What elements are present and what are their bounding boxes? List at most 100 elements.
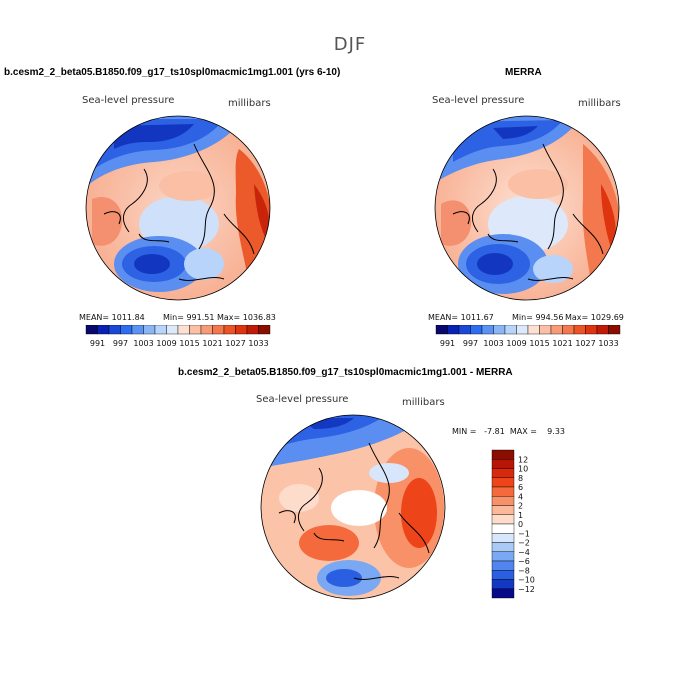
- colorbar-swatch: [491, 523, 515, 534]
- colorbar-tick-label: −4: [518, 548, 530, 557]
- panel-1-map: [85, 115, 271, 301]
- colorbar-tick-label: 1021: [552, 339, 572, 348]
- panel-1-min-stat: Min= 991.51: [163, 313, 215, 322]
- colorbar-tick-label: −12: [518, 585, 535, 594]
- colorbar-swatch: [166, 325, 179, 335]
- colorbar-swatch: [527, 325, 540, 335]
- colorbar-swatch: [491, 542, 515, 552]
- colorbar-swatch: [177, 325, 190, 335]
- colorbar-swatch: [491, 496, 515, 506]
- panel-2-units-label: millibars: [578, 98, 621, 109]
- colorbar-swatch: [539, 325, 552, 335]
- colorbar-swatch: [470, 325, 483, 335]
- colorbar-tick-label: −6: [518, 557, 530, 566]
- colorbar-swatch: [493, 325, 506, 335]
- colorbar-tick-label: 4: [518, 492, 523, 501]
- colorbar-swatch: [491, 570, 515, 580]
- colorbar-tick-label: 1015: [179, 339, 199, 348]
- colorbar-swatch: [212, 325, 225, 335]
- colorbar-swatch: [235, 325, 248, 335]
- colorbar-tick-label: 1009: [506, 339, 526, 348]
- colorbar-swatch: [491, 468, 515, 478]
- colorbar-tick-label: 1003: [483, 339, 503, 348]
- colorbar-swatch: [585, 325, 598, 335]
- panel-3-variable-label: Sea-level pressure: [256, 394, 349, 405]
- colorbar-tick-label: 1: [518, 511, 523, 520]
- colorbar-swatch: [491, 477, 515, 488]
- panel-2-colorbar: 991 997 1003 1009 1015 1021 1027 1033: [435, 325, 621, 348]
- colorbar-tick-label: 997: [113, 339, 128, 348]
- panel-1-units-label: millibars: [228, 98, 271, 109]
- panel-2-mean-stat: MEAN= 1011.67: [428, 313, 494, 322]
- colorbar-swatch: [491, 449, 515, 460]
- colorbar-swatch: [120, 325, 133, 335]
- colorbar-swatch: [491, 514, 515, 525]
- colorbar-tick-label: −2: [518, 539, 530, 548]
- panel-1-max-stat: Max= 1036.83: [217, 313, 276, 322]
- colorbar-swatch: [85, 325, 98, 335]
- panel-2-variable-label: Sea-level pressure: [432, 95, 525, 106]
- colorbar-swatch: [491, 505, 515, 515]
- panel-2-min-stat: Min= 994.56: [512, 313, 564, 322]
- colorbar-tick-label: 0: [518, 520, 523, 529]
- figure-title: DJF: [333, 34, 367, 55]
- colorbar-swatch: [573, 325, 586, 335]
- colorbar-swatch: [223, 325, 236, 335]
- colorbar-swatch: [608, 325, 621, 335]
- colorbar-tick-label: 1015: [529, 339, 549, 348]
- panel-1-mean-stat: MEAN= 1011.84: [79, 313, 145, 322]
- colorbar-tick-label: 1003: [133, 339, 153, 348]
- colorbar-swatch: [131, 325, 144, 335]
- colorbar-swatch: [491, 533, 515, 543]
- colorbar-swatch: [189, 325, 202, 335]
- colorbar-swatch: [481, 325, 494, 335]
- panel-3-map: [260, 414, 446, 600]
- colorbar-swatch: [143, 325, 156, 335]
- colorbar-swatch: [108, 325, 121, 335]
- panel-3-units-label: millibars: [402, 397, 445, 408]
- colorbar-swatch: [491, 486, 515, 497]
- colorbar-tick-label: 2: [518, 502, 523, 511]
- colorbar-swatch: [154, 325, 167, 335]
- colorbar-tick-label: −1: [518, 529, 530, 538]
- panel-2-max-stat: Max= 1029.69: [565, 313, 624, 322]
- colorbar-swatch: [562, 325, 575, 335]
- colorbar-tick-label: 1033: [248, 339, 268, 348]
- colorbar-swatch: [596, 325, 609, 335]
- colorbar-tick-label: 12: [518, 455, 528, 464]
- colorbar-swatch: [491, 551, 515, 562]
- colorbar-swatch: [200, 325, 213, 335]
- colorbar-swatch: [246, 325, 259, 335]
- colorbar-tick-label: −8: [518, 566, 530, 575]
- colorbar-swatch: [435, 325, 448, 335]
- colorbar-swatch: [491, 579, 515, 589]
- colorbar-swatch: [258, 325, 271, 335]
- colorbar-swatch: [447, 325, 460, 335]
- colorbar-swatch: [491, 459, 515, 469]
- colorbar-tick-label: 1021: [202, 339, 222, 348]
- colorbar-swatch: [504, 325, 517, 335]
- colorbar-tick-label: 1033: [598, 339, 618, 348]
- colorbar-swatch: [458, 325, 471, 335]
- colorbar-tick-label: 8: [518, 474, 523, 483]
- panel-1-title: b.cesm2_2_beta05.B1850.f09_g17_ts10spl0m…: [4, 67, 341, 78]
- colorbar-tick-label: 991: [90, 339, 105, 348]
- panel-1-variable-label: Sea-level pressure: [82, 95, 175, 106]
- colorbar-tick-label: 997: [463, 339, 478, 348]
- colorbar-swatch: [491, 588, 515, 599]
- colorbar-swatch: [491, 560, 515, 571]
- colorbar-swatch: [516, 325, 529, 335]
- panel-2-title: MERRA: [505, 67, 542, 78]
- colorbar-tick-label: −10: [518, 576, 535, 585]
- colorbar-tick-label: 991: [440, 339, 455, 348]
- colorbar-swatch: [550, 325, 563, 335]
- panel-3-title: b.cesm2_2_beta05.B1850.f09_g17_ts10spl0m…: [178, 367, 513, 378]
- colorbar-tick-label: 10: [518, 465, 528, 474]
- colorbar-tick-label: 1027: [225, 339, 245, 348]
- panel-3-minmax-stat: MIN = -7.81 MAX = 9.33: [452, 427, 565, 436]
- colorbar-tick-label: 1027: [575, 339, 595, 348]
- colorbar-tick-label: 6: [518, 483, 523, 492]
- panel-1-colorbar: 991 997 1003 1009 1015 1021 1027 1033: [85, 325, 271, 348]
- colorbar-tick-label: 1009: [156, 339, 176, 348]
